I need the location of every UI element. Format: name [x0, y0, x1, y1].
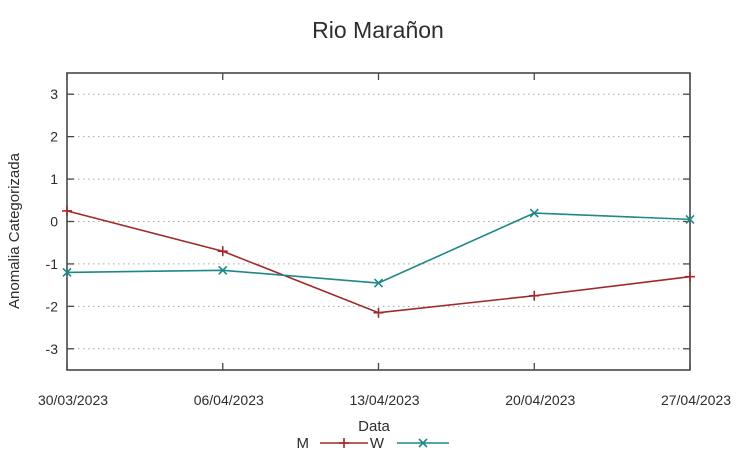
y-tick-label: -3	[46, 341, 59, 357]
y-tick-label: 0	[50, 214, 58, 230]
legend-line-sample-m	[320, 438, 368, 448]
series-line-m	[66, 210, 691, 314]
y-tick-label: -1	[46, 256, 59, 272]
legend-line-sample-w	[397, 438, 449, 448]
x-axis-label: Data	[358, 418, 390, 435]
x-tick-label: 13/04/2023	[349, 392, 419, 408]
x-tick-label: 06/04/2023	[194, 392, 264, 408]
cross-marker	[62, 267, 72, 277]
y-tick-label: -2	[46, 298, 59, 314]
cross-marker	[373, 278, 384, 288]
legend-label-m: M	[297, 435, 310, 452]
x-tick-label: 27/04/2023	[661, 392, 731, 408]
plot-area: 3 2 1 0 -1 -2 -3 30/03/2023 06/04/2023 13/04/2023…	[38, 72, 731, 408]
y-tick-label: 3	[50, 86, 58, 102]
legend-label-w: W	[370, 435, 385, 452]
legend: M W	[297, 435, 449, 452]
y-tick-label: 2	[50, 129, 58, 145]
x-tick-label: 20/04/2023	[505, 392, 575, 408]
cross-marker	[218, 265, 228, 275]
y-tick-label: 1	[50, 171, 58, 187]
cross-marker	[418, 438, 428, 448]
x-tick-label: 30/03/2023	[38, 392, 108, 408]
y-axis-label: Anomalia Categorizada	[6, 152, 23, 309]
series-line-w	[66, 212, 691, 284]
cross-marker	[685, 214, 695, 224]
chart-title: Rio Marañon	[312, 17, 444, 43]
plot-border	[66, 72, 691, 371]
cross-marker	[529, 208, 539, 218]
